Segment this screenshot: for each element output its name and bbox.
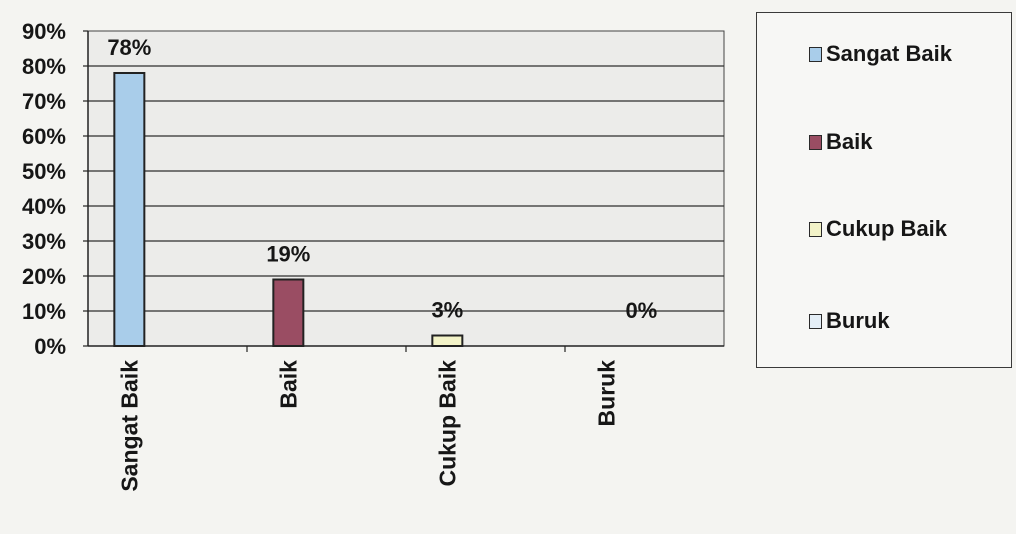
y-axis-ticks: 0% 10% 20% 30% 40% 50% 60% 70% 80% 90% xyxy=(22,19,88,359)
bar-chart: 0% 10% 20% 30% 40% 50% 60% 70% 80% 90% 78% 19% 3% 0%… xyxy=(22,19,725,492)
data-label: 0% xyxy=(625,298,657,323)
data-label: 3% xyxy=(431,298,463,323)
legend-item: Sangat Baik xyxy=(809,41,952,67)
legend-item: Cukup Baik xyxy=(809,216,947,242)
y-tick-label: 70% xyxy=(22,89,66,114)
bar-cukup-baik xyxy=(431,334,464,347)
legend-label: Buruk xyxy=(826,308,890,333)
legend-swatch xyxy=(809,46,822,62)
legend-item: Baik xyxy=(809,129,872,155)
y-tick-label: 20% xyxy=(22,264,66,289)
y-tick-label: 30% xyxy=(22,229,66,254)
legend-item: Buruk xyxy=(809,308,890,334)
legend-label: Cukup Baik xyxy=(826,216,948,241)
y-tick-label: 80% xyxy=(22,54,66,79)
data-label: 78% xyxy=(107,35,151,60)
x-tick-label: Baik xyxy=(275,360,301,409)
y-tick-label: 10% xyxy=(22,299,66,324)
x-tick-label: Sangat Baik xyxy=(116,360,142,492)
data-labels: 78% 19% 3% 0% xyxy=(107,35,657,323)
y-tick-label: 0% xyxy=(34,334,66,359)
legend-swatch xyxy=(809,134,822,150)
legend-swatch xyxy=(809,221,822,237)
y-tick-label: 50% xyxy=(22,159,66,184)
legend-swatch xyxy=(809,313,822,329)
bars xyxy=(113,72,464,347)
legend: Sangat Baik Baik Cukup Baik Buruk xyxy=(756,12,1012,368)
y-tick-label: 60% xyxy=(22,124,66,149)
gridlines xyxy=(88,65,724,312)
plot-background xyxy=(87,30,725,347)
y-tick-label: 90% xyxy=(22,19,66,44)
legend-label: Sangat Baik xyxy=(826,41,952,66)
bar-baik xyxy=(272,278,305,347)
legend-label: Baik xyxy=(826,129,873,154)
x-tick-label: Cukup Baik xyxy=(434,360,460,487)
x-axis-ticks: Sangat Baik Baik Cukup Baik Buruk xyxy=(116,346,619,492)
bar-sangat-baik xyxy=(113,72,146,347)
x-tick-label: Buruk xyxy=(593,360,619,427)
y-tick-label: 40% xyxy=(22,194,66,219)
data-label: 19% xyxy=(266,242,310,267)
